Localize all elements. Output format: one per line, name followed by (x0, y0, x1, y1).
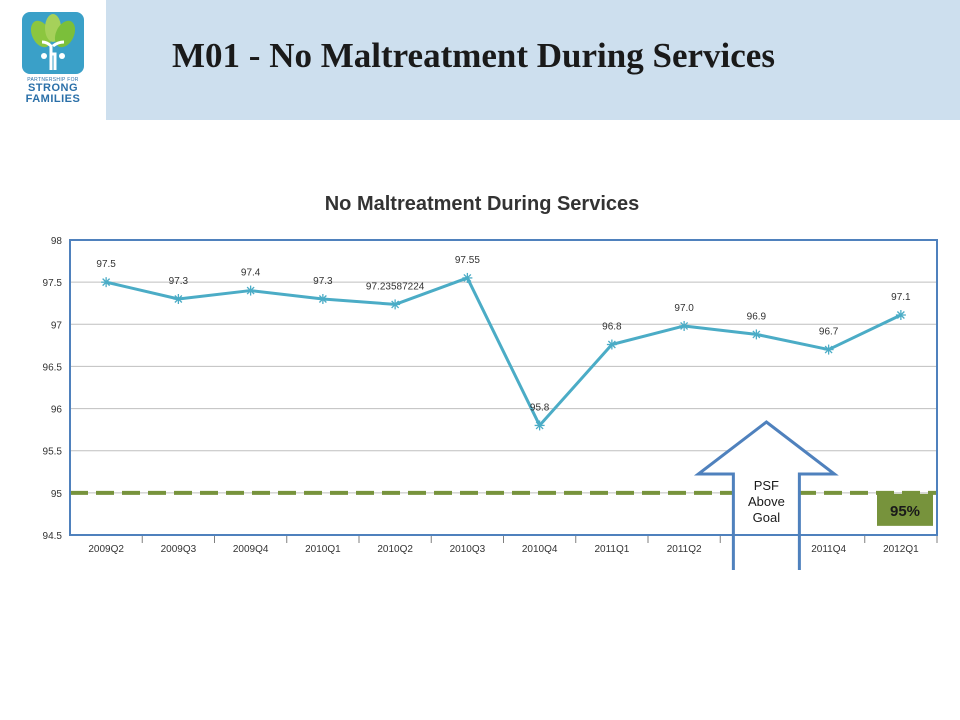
series-group: 97.5 97.3 97.4 97.3 97.23587224 97.55 95.8 96.8… (96, 255, 911, 431)
x-tick-label: 2011Q1 (594, 544, 629, 555)
data-label: 97.3 (169, 276, 189, 287)
up-arrow-icon (693, 420, 839, 570)
marker-stroke (391, 300, 400, 309)
y-axis-ticks: 94.5 95 95.5 96 96.5 97 97.5 98 (43, 236, 63, 542)
line-chart: No Maltreatment During Services 94.5 95 95… (43, 193, 938, 570)
grid-lines (70, 239, 937, 536)
data-label: 97.4 (241, 268, 261, 279)
data-label: 95.8 (530, 402, 550, 413)
x-tick-label: 2009Q2 (88, 544, 124, 555)
marker-stroke (896, 311, 905, 319)
y-tick-label: 97.5 (43, 278, 63, 289)
marker-stroke (102, 278, 111, 287)
data-point-marker (679, 320, 690, 331)
goal-line-group: 95% (70, 490, 937, 526)
y-tick-label: 96.5 (43, 362, 63, 373)
data-point-marker (317, 294, 328, 304)
data-label: 96.8 (602, 322, 622, 333)
marker-stroke (246, 286, 255, 295)
y-tick-label: 97 (51, 320, 63, 331)
tree-family-logo-icon (22, 12, 84, 74)
annotation-text: PSF (754, 478, 779, 493)
x-tick-label: 2012Q1 (883, 544, 919, 555)
data-label: 97.55 (455, 255, 480, 266)
annotation-text: Above (748, 494, 785, 509)
marker-stroke (680, 322, 689, 330)
page-title: M01 - No Maltreatment During Services (172, 36, 775, 75)
data-point-marker (606, 339, 617, 350)
x-tick-label: 2009Q3 (161, 544, 197, 555)
data-point-marker (751, 329, 762, 340)
x-tick-label: 2010Q1 (305, 544, 341, 555)
series-line (105, 276, 902, 427)
marker-stroke (535, 421, 544, 430)
x-tick-label: 2010Q4 (522, 544, 558, 555)
plot-frame (69, 239, 938, 536)
data-point-marker (101, 277, 112, 288)
data-point-marker (823, 344, 834, 355)
data-label: 96.9 (747, 311, 767, 322)
x-tick-label: 2010Q3 (450, 544, 486, 555)
logo: PARTNERSHIP FOR STRONG FAMILIES (0, 0, 106, 120)
x-tick-label: 2010Q2 (377, 544, 413, 555)
data-point-marker (173, 294, 184, 304)
chart-title: No Maltreatment During Services (325, 193, 640, 215)
data-label: 97.23587224 (366, 281, 425, 292)
logo-line2: STRONG (27, 82, 79, 94)
data-point-marker (895, 310, 906, 321)
data-point-marker (534, 420, 545, 431)
x-tick-label: 2009Q4 (233, 544, 269, 555)
goal-label-box (877, 493, 933, 526)
y-tick-label: 95 (51, 489, 63, 500)
marker-stroke (607, 340, 616, 349)
marker-stroke (752, 330, 761, 339)
x-tick-label: 2011Q4 (811, 544, 846, 555)
annotation-text: Goal (753, 510, 781, 525)
data-point-marker (245, 285, 256, 296)
marker-stroke (174, 295, 183, 303)
header-bar: PARTNERSHIP FOR STRONG FAMILIES M01 - No… (0, 0, 960, 120)
data-label: 96.7 (819, 327, 839, 338)
goal-label: 95% (890, 503, 920, 520)
marker-stroke (824, 345, 833, 354)
data-point-marker (462, 272, 473, 283)
logo-line3: FAMILIES (25, 93, 81, 105)
marker-stroke (318, 295, 327, 303)
y-tick-label: 95.5 (43, 447, 63, 458)
x-tick-label: 2011Q2 (667, 544, 702, 555)
y-tick-label: 96 (51, 405, 63, 416)
y-tick-label: 98 (51, 236, 63, 247)
marker-stroke (463, 273, 472, 282)
logo-line1: PARTNERSHIP FOR (27, 77, 79, 83)
data-label: 97.3 (313, 276, 333, 287)
data-label: 97.0 (674, 303, 694, 314)
x-axis-ticks: 2009Q2 2009Q3 2009Q4 2010Q1 2010Q2 2010Q3 2010… (88, 535, 938, 555)
data-point-marker (390, 299, 401, 310)
data-label: 97.1 (891, 292, 911, 303)
data-label: 97.5 (96, 259, 116, 270)
logo-text: PARTNERSHIP FOR STRONG FAMILIES (0, 78, 106, 105)
y-tick-label: 94.5 (43, 531, 63, 542)
